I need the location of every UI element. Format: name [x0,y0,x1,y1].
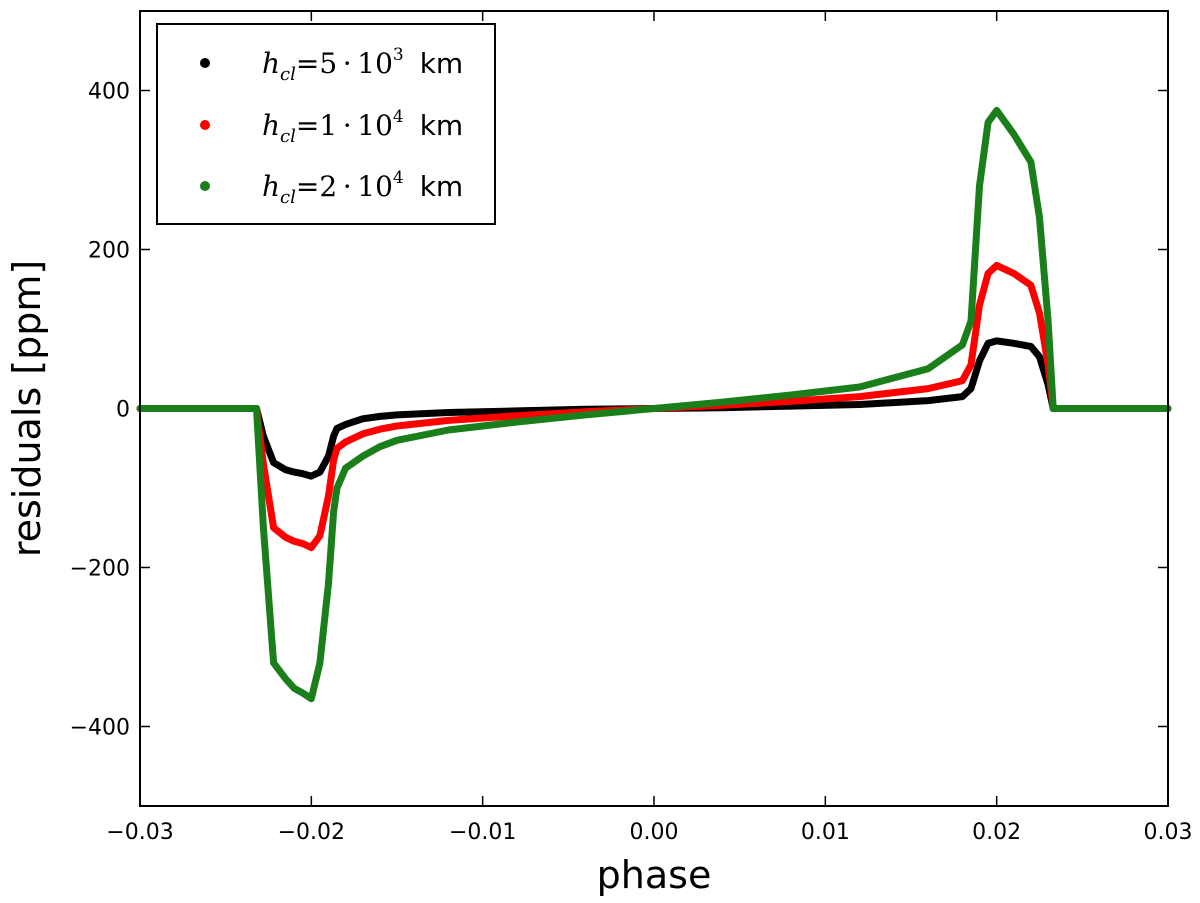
legend-exponent: 4 [393,168,404,188]
legend-equation: =5 · 10 [296,47,393,80]
legend-label-3: hcl=2 · 104 km [262,168,463,208]
y-tick-label: 0 [116,398,130,423]
legend-label-2: hcl=1 · 104 km [262,107,463,147]
legend-label-1: hcl=5 · 103 km [262,45,463,85]
legend-subscript: cl [280,187,296,208]
legend-subscript: cl [280,64,296,85]
legend-marker-2 [200,120,210,130]
series-line-1 [136,337,1172,480]
legend-equation: =2 · 10 [296,170,393,203]
y-tick-label: −400 [70,716,130,741]
y-tick-label: 400 [88,80,130,105]
legend-h: h [262,109,280,142]
y-tick-label: 200 [88,239,130,264]
legend-marker-3 [200,181,210,191]
data-series [136,106,1172,703]
legend-marker-1 [200,58,210,68]
axis-tick-labels: −0.03 −0.02 −0.01 0.00 0.01 0.02 0.03 −400 −200 0… [70,80,1193,846]
x-tick-label: −0.03 [106,820,173,845]
series-line-2 [136,261,1172,552]
y-axis-title: residuals [ppm] [5,260,49,557]
y-tick-label: −200 [70,557,130,582]
legend-equation: =1 · 10 [296,109,393,142]
x-tick-label: −0.02 [278,820,345,845]
legend-h: h [262,47,280,80]
x-tick-label: 0.01 [801,820,850,845]
legend-exponent: 3 [393,45,404,65]
x-axis-title: phase [597,853,712,897]
legend-unit: km [420,109,464,142]
x-tick-label: 0.00 [630,820,679,845]
series-line-3 [136,106,1172,703]
legend-box [156,23,496,225]
x-tick-label: 0.03 [1144,820,1193,845]
legend-exponent: 4 [393,107,404,127]
legend-unit: km [420,170,464,203]
plot-frame [139,10,1169,807]
legend-unit: km [420,47,464,80]
legend-subscript: cl [280,126,296,147]
x-tick-label: −0.01 [449,820,516,845]
x-tick-label: 0.02 [972,820,1021,845]
legend-h: h [262,170,280,203]
